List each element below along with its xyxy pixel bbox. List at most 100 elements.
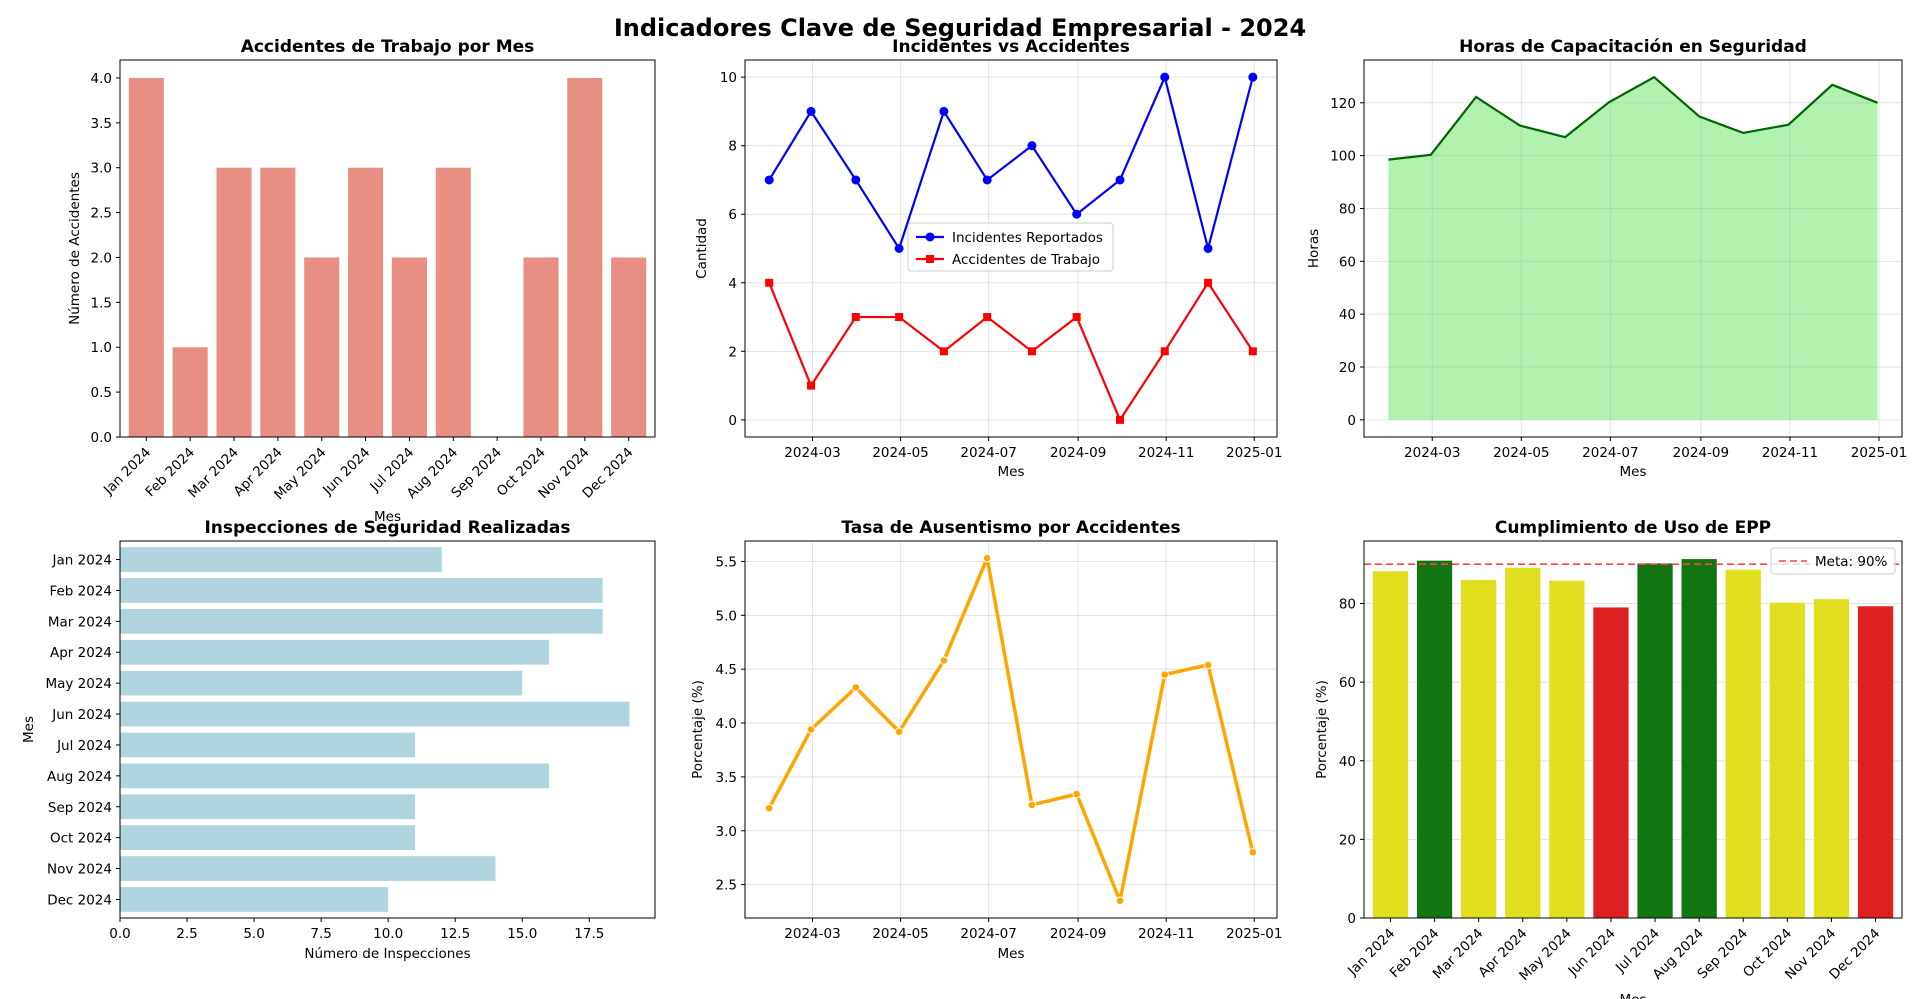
y-tick-label: Aug 2024 bbox=[47, 769, 112, 785]
legend-marker bbox=[925, 232, 935, 242]
chart-title: Inspecciones de Seguridad Realizadas bbox=[204, 518, 570, 538]
x-tick-label: 0.0 bbox=[109, 926, 130, 942]
x-tick-label: 2024-05 bbox=[872, 926, 928, 942]
x-tick-label: 12.5 bbox=[440, 926, 470, 942]
data-point bbox=[1115, 415, 1124, 424]
data-point bbox=[851, 683, 861, 692]
y-tick-label: 120 bbox=[1330, 96, 1356, 112]
x-tick-label: 2025-01 bbox=[1851, 445, 1907, 461]
y-tick-label: 2.5 bbox=[716, 878, 737, 894]
y-tick-label: 0.0 bbox=[91, 430, 112, 446]
bar bbox=[120, 670, 523, 696]
x-tick-label: 2024-05 bbox=[1493, 445, 1549, 461]
chart-title: Incidentes vs Accidentes bbox=[892, 37, 1130, 57]
y-tick-label: 60 bbox=[1339, 675, 1356, 691]
y-tick-label: 80 bbox=[1339, 201, 1356, 217]
y-tick-label: 1.5 bbox=[91, 295, 112, 311]
y-axis-label: Porcentaje (%) bbox=[690, 680, 706, 779]
data-point bbox=[1248, 347, 1257, 356]
y-tick-label: Jan 2024 bbox=[52, 553, 112, 569]
data-point bbox=[851, 175, 861, 185]
x-axis-label: Mes bbox=[1620, 464, 1647, 480]
plot-frame bbox=[119, 59, 656, 438]
bar bbox=[128, 77, 164, 437]
y-tick-label: 0 bbox=[1347, 911, 1356, 927]
data-point bbox=[1072, 313, 1081, 322]
bar bbox=[567, 77, 603, 437]
data-point bbox=[1160, 347, 1169, 356]
plot-frame bbox=[1363, 59, 1903, 438]
y-tick-label: 2 bbox=[728, 344, 737, 360]
x-tick-label: 2024-03 bbox=[784, 445, 840, 461]
bar bbox=[304, 257, 340, 437]
y-tick-label: 3.5 bbox=[91, 116, 112, 132]
data-point bbox=[895, 313, 904, 322]
data-point bbox=[983, 313, 992, 322]
data-point bbox=[1027, 141, 1037, 151]
data-point bbox=[894, 727, 904, 736]
y-tick-label: 2.5 bbox=[91, 206, 112, 222]
y-tick-label: 4.0 bbox=[91, 71, 112, 87]
data-point bbox=[982, 175, 992, 185]
chart-incidentes: 2024-03 2024-05 2024-07 2024-09 2024-11 2025-… bbox=[694, 37, 1282, 480]
bar bbox=[120, 763, 550, 789]
data-point bbox=[807, 381, 816, 390]
x-axis-label: Mes bbox=[374, 509, 401, 525]
x-tick-label: 2024-05 bbox=[872, 445, 928, 461]
bar bbox=[348, 167, 384, 437]
bar bbox=[120, 825, 415, 851]
data-point bbox=[1115, 175, 1125, 185]
area-line bbox=[1388, 75, 1878, 161]
plot-frame bbox=[1363, 540, 1903, 919]
x-tick-label: 2024-09 bbox=[1050, 445, 1106, 461]
bar bbox=[120, 608, 603, 634]
bar bbox=[1461, 579, 1497, 918]
chart-title: Cumplimiento de Uso de EPP bbox=[1495, 518, 1771, 538]
x-axis-label: Mes bbox=[1620, 992, 1647, 999]
x-tick-label: 2.5 bbox=[176, 926, 197, 942]
chart-title: Horas de Capacitación en Seguridad bbox=[1459, 37, 1807, 57]
data-point bbox=[1203, 660, 1213, 670]
y-tick-label: 40 bbox=[1339, 307, 1356, 323]
plot-frame bbox=[744, 59, 1278, 438]
bar bbox=[1857, 606, 1894, 918]
data-point bbox=[1160, 670, 1170, 679]
x-tick-label: 17.5 bbox=[574, 926, 604, 942]
x-tick-label: 2024-11 bbox=[1138, 926, 1194, 942]
chart-ausentismo: 2024-03 2024-05 2024-07 2024-09 2024-11 2025-… bbox=[690, 518, 1282, 962]
x-axis-label: Mes bbox=[998, 946, 1025, 962]
data-point bbox=[939, 656, 949, 665]
y-tick-label: Jul 2024 bbox=[56, 738, 112, 754]
y-tick-label: Dec 2024 bbox=[47, 892, 112, 908]
bar bbox=[120, 856, 496, 881]
chart-capacitacion: 2024-03 2024-05 2024-07 2024-09 2024-11 2025-… bbox=[1306, 37, 1907, 480]
bar bbox=[1416, 560, 1453, 918]
bar bbox=[1813, 599, 1850, 918]
data-point bbox=[764, 803, 774, 813]
data-point bbox=[939, 106, 949, 116]
y-tick-label: 3.0 bbox=[716, 824, 737, 840]
y-tick-label: 20 bbox=[1339, 360, 1356, 376]
bar bbox=[435, 167, 471, 437]
data-point bbox=[764, 175, 774, 185]
series-line bbox=[768, 73, 1254, 252]
x-axis-label: Número de Inspecciones bbox=[304, 946, 470, 962]
y-tick-label: 2.0 bbox=[91, 250, 112, 266]
legend-label: Meta: 90% bbox=[1815, 554, 1888, 570]
y-tick-label: 3.0 bbox=[91, 161, 112, 177]
legend-label: Incidentes Reportados bbox=[952, 230, 1103, 246]
y-tick-label: Sep 2024 bbox=[48, 800, 112, 816]
data-point bbox=[1072, 209, 1082, 219]
y-tick-label: Oct 2024 bbox=[50, 831, 112, 847]
bar bbox=[120, 578, 603, 603]
bar bbox=[1549, 580, 1585, 918]
legend-box bbox=[1770, 547, 1896, 575]
y-tick-label: 4.5 bbox=[716, 662, 737, 678]
y-tick-label: 5.5 bbox=[716, 554, 737, 570]
y-tick-label: 5.0 bbox=[716, 608, 737, 624]
x-tick-label: 15.0 bbox=[507, 926, 537, 942]
area-fill bbox=[1388, 77, 1878, 420]
y-tick-label: 40 bbox=[1339, 754, 1356, 770]
